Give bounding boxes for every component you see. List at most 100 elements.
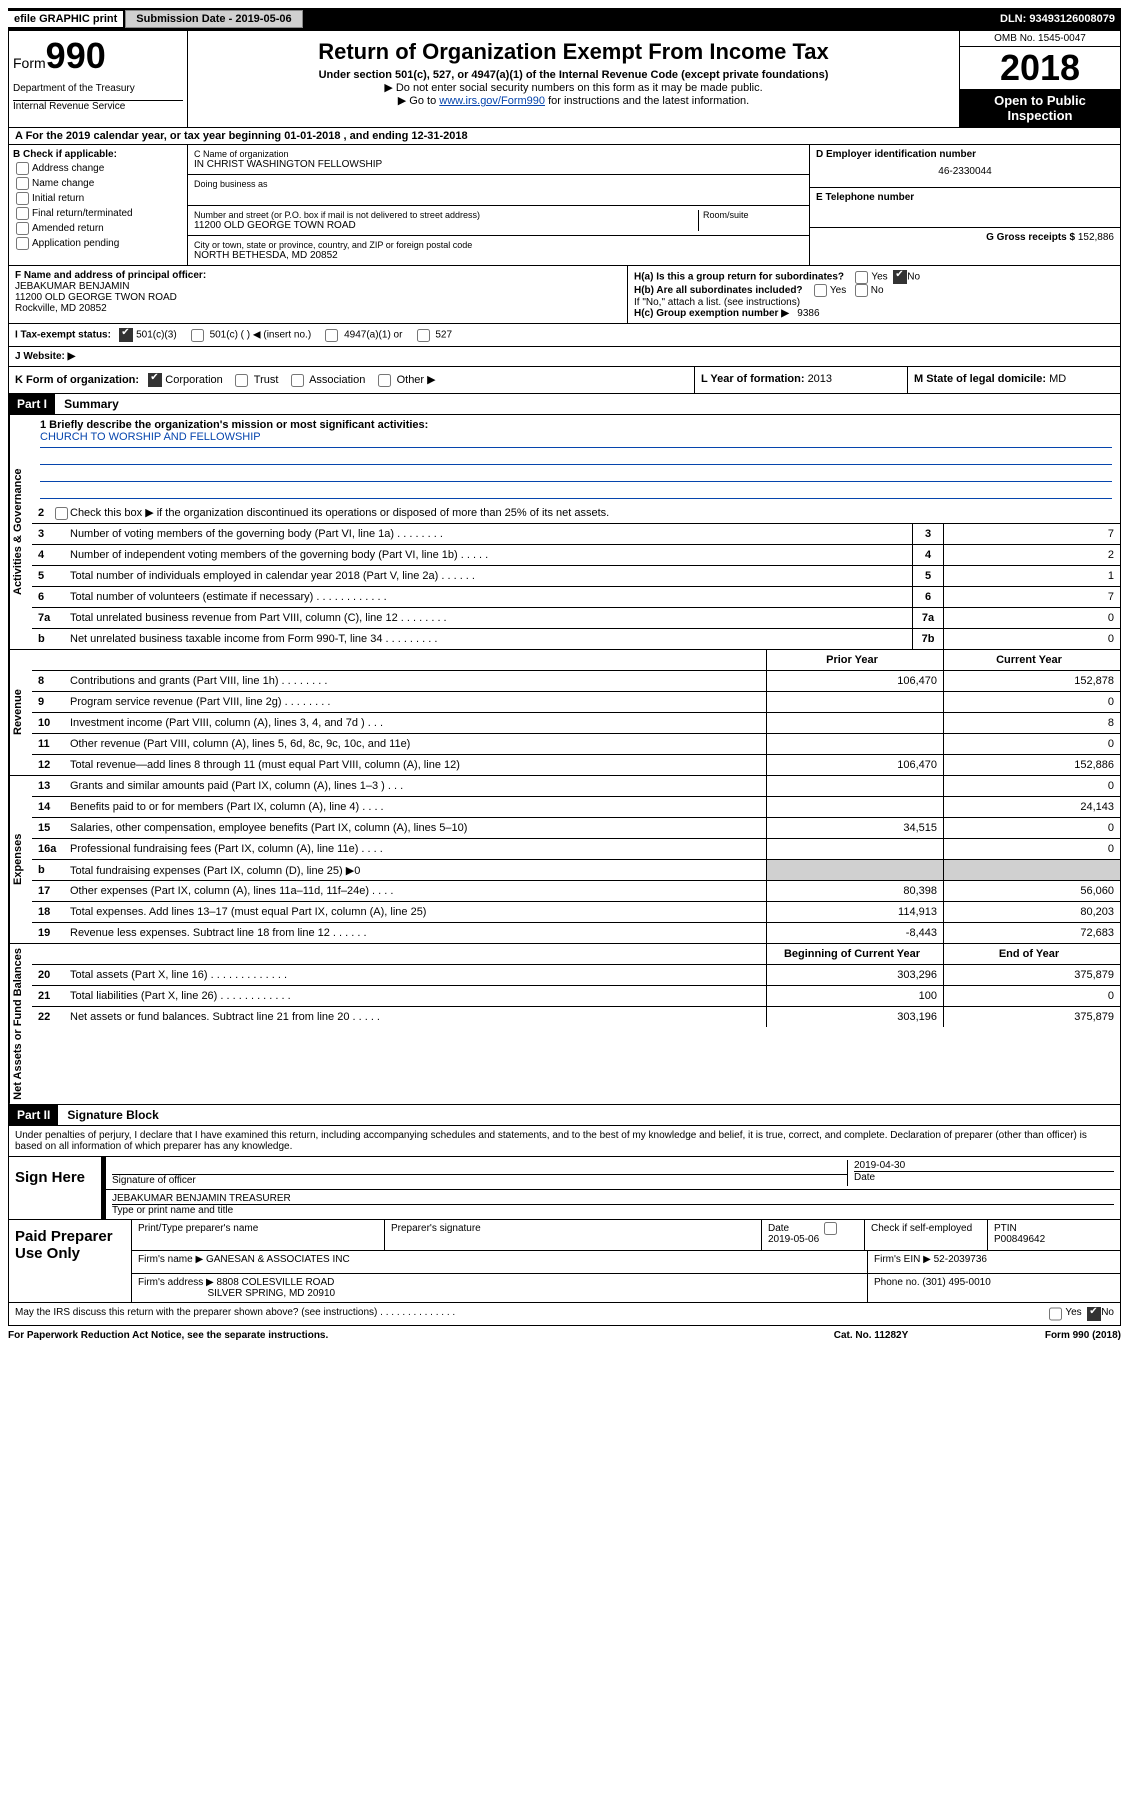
form-title: Return of Organization Exempt From Incom… <box>192 39 955 65</box>
ha-yes[interactable] <box>855 271 868 284</box>
exp-line-b: bTotal fundraising expenses (Part IX, co… <box>32 860 1120 881</box>
officer-typed-name: JEBAKUMAR BENJAMIN TREASURER <box>112 1193 1114 1204</box>
vert-expenses: Expenses <box>9 776 32 943</box>
col-b-checkboxes: B Check if applicable: Address change Na… <box>9 145 188 265</box>
row-k-l-m: K Form of organization: Corporation Trus… <box>8 367 1121 394</box>
form-number: Form990 <box>13 35 183 77</box>
omb-number: OMB No. 1545-0047 <box>960 31 1120 47</box>
cb-corporation-checked[interactable] <box>148 373 162 387</box>
tax-year: 2018 <box>960 47 1120 89</box>
part2-header-row: Part II Signature Block <box>8 1105 1121 1126</box>
part2-title: Signature Block <box>61 1108 158 1122</box>
cb-self-employed[interactable] <box>824 1222 837 1235</box>
room-label: Room/suite <box>703 210 803 220</box>
summary-revenue: Revenue Prior Year Current Year 8Contrib… <box>8 650 1121 776</box>
net-line-22: 22Net assets or fund balances. Subtract … <box>32 1007 1120 1027</box>
state-domicile: M State of legal domicile: MD <box>908 367 1120 393</box>
cb-association[interactable] <box>291 374 304 387</box>
cb-final-return[interactable]: Final return/terminated <box>13 207 183 220</box>
typed-name-label: Type or print name and title <box>112 1204 1114 1216</box>
ha-no-checked[interactable] <box>893 270 907 284</box>
officer-addr2: Rockville, MD 20852 <box>15 303 107 314</box>
sig-officer-label: Signature of officer <box>112 1174 847 1186</box>
hb-note: If "No," attach a list. (see instruction… <box>634 297 1114 308</box>
dba-label: Doing business as <box>194 179 803 189</box>
cb-other[interactable] <box>378 374 391 387</box>
cb-name-change[interactable]: Name change <box>13 177 183 190</box>
subtitle-3: ▶ Go to www.irs.gov/Form990 for instruct… <box>192 94 955 107</box>
part2-badge: Part II <box>9 1105 58 1125</box>
part1-title: Summary <box>58 397 119 411</box>
col-c-org-info: C Name of organization IN CHRIST WASHING… <box>188 145 809 265</box>
dln: DLN: 93493126008079 <box>1000 13 1121 25</box>
irs-label: Internal Revenue Service <box>13 100 183 112</box>
gov-line-4: 4Number of independent voting members of… <box>32 545 1120 566</box>
hdr-beginning: Beginning of Current Year <box>766 944 943 964</box>
sig-date-label: Date <box>854 1171 1114 1183</box>
cb-501c3-checked[interactable] <box>119 328 133 342</box>
addr-label: Number and street (or P.O. box if mail i… <box>194 210 698 220</box>
paid-preparer-block: Paid Preparer Use Only Print/Type prepar… <box>8 1220 1121 1303</box>
firm-ein-label: Firm's EIN ▶ <box>874 1254 934 1265</box>
ein-label: D Employer identification number <box>816 149 976 160</box>
city-state-zip: NORTH BETHESDA, MD 20852 <box>194 250 803 261</box>
principal-officer-label: F Name and address of principal officer: <box>15 270 206 281</box>
irs-link[interactable]: www.irs.gov/Form990 <box>439 95 545 107</box>
row-j-website: J Website: ▶ <box>8 347 1121 367</box>
gross-receipts: 152,886 <box>1078 232 1114 243</box>
cb-527[interactable] <box>417 329 430 342</box>
hb-subordinates: H(b) Are all subordinates included? Yes … <box>634 284 1114 297</box>
gov-line-7b: bNet unrelated business taxable income f… <box>32 629 1120 649</box>
phone-label: E Telephone number <box>816 192 914 203</box>
open-to-public: Open to Public Inspection <box>960 89 1120 127</box>
cb-501c[interactable] <box>191 329 204 342</box>
vert-governance: Activities & Governance <box>9 415 32 649</box>
cb-amended[interactable]: Amended return <box>13 222 183 235</box>
cb-application-pending[interactable]: Application pending <box>13 237 183 250</box>
firm-name-label: Firm's name ▶ <box>138 1254 206 1265</box>
gov-line-5: 5Total number of individuals employed in… <box>32 566 1120 587</box>
cb-discuss-no-checked[interactable] <box>1087 1307 1101 1321</box>
gov-line-6: 6Total number of volunteers (estimate if… <box>32 587 1120 608</box>
cb-discontinued[interactable] <box>55 507 68 520</box>
firm-addr-label: Firm's address ▶ <box>138 1277 217 1288</box>
hb-no[interactable] <box>855 284 868 297</box>
firm-ein: 52-2039736 <box>934 1254 987 1265</box>
firm-phone-label: Phone no. <box>874 1277 922 1288</box>
cb-address-change[interactable]: Address change <box>13 162 183 175</box>
col-d-ein-phone: D Employer identification number 46-2330… <box>809 145 1120 265</box>
cb-initial-return[interactable]: Initial return <box>13 192 183 205</box>
exp-line-13: 13Grants and similar amounts paid (Part … <box>32 776 1120 797</box>
cb-4947[interactable] <box>325 329 338 342</box>
exp-line-17: 17Other expenses (Part IX, column (A), l… <box>32 881 1120 902</box>
vert-net-assets: Net Assets or Fund Balances <box>9 944 32 1104</box>
cb-trust[interactable] <box>235 374 248 387</box>
footer-line: For Paperwork Reduction Act Notice, see … <box>8 1326 1121 1345</box>
rev-line-11: 11Other revenue (Part VIII, column (A), … <box>32 734 1120 755</box>
discuss-text: May the IRS discuss this return with the… <box>15 1307 1046 1321</box>
hdr-prior-year: Prior Year <box>766 650 943 670</box>
rev-line-9: 9Program service revenue (Part VIII, lin… <box>32 692 1120 713</box>
officer-addr1: 11200 OLD GEORGE TWON ROAD <box>15 292 177 303</box>
rev-line-8: 8Contributions and grants (Part VIII, li… <box>32 671 1120 692</box>
sig-date: 2019-04-30 <box>854 1160 1114 1171</box>
ptin-value: P00849642 <box>994 1234 1045 1245</box>
ha-group-return: H(a) Is this a group return for subordin… <box>634 270 1114 284</box>
subtitle-2: ▶ Do not enter social security numbers o… <box>192 81 955 94</box>
subtitle-1: Under section 501(c), 527, or 4947(a)(1)… <box>192 69 955 81</box>
form-header: Form990 Department of the Treasury Inter… <box>8 30 1121 128</box>
hb-yes[interactable] <box>814 284 827 297</box>
line1-label: 1 Briefly describe the organization's mi… <box>40 419 1112 431</box>
org-name-label: C Name of organization <box>194 149 803 159</box>
prep-date: 2019-05-06 <box>768 1234 819 1245</box>
prep-self-employed: Check if self-employed <box>865 1220 988 1250</box>
form-footer: Form 990 (2018) <box>971 1330 1121 1341</box>
org-name: IN CHRIST WASHINGTON FELLOWSHIP <box>194 159 803 170</box>
perjury-statement: Under penalties of perjury, I declare th… <box>8 1126 1121 1157</box>
ptin-label: PTIN <box>994 1223 1017 1234</box>
rev-line-12: 12Total revenue—add lines 8 through 11 (… <box>32 755 1120 775</box>
exp-line-16a: 16aProfessional fundraising fees (Part I… <box>32 839 1120 860</box>
cb-discuss-yes[interactable] <box>1049 1307 1062 1321</box>
row-a-tax-year: A For the 2019 calendar year, or tax yea… <box>8 128 1121 145</box>
hc-group-exemption: H(c) Group exemption number ▶ 9386 <box>634 308 1114 319</box>
